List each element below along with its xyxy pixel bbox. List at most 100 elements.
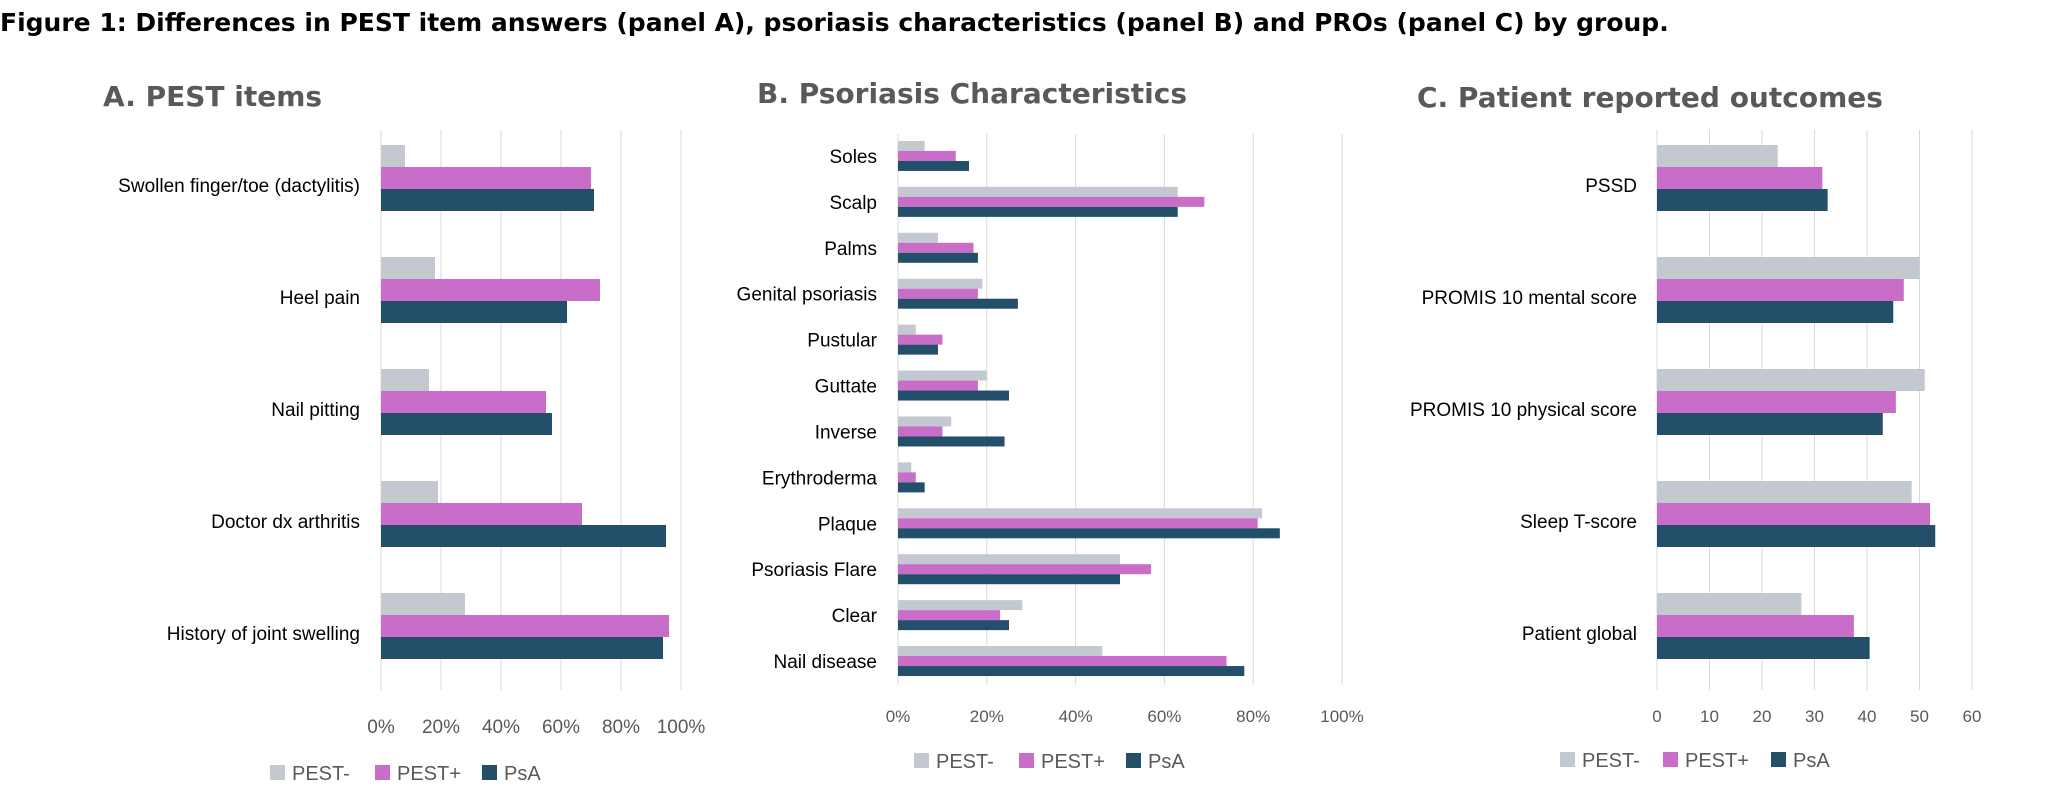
panel-a-bar-pestminus [381,481,438,503]
panel-b-bar-pestplus [898,380,978,391]
panel-b-bar-pestminus [898,600,1023,611]
panel-b-bar-psa [898,436,1005,447]
panel-a-tick-label: 60% [542,717,580,738]
panel-c-bar-pestplus [1657,279,1904,301]
panel-a-legend-swatch [482,765,497,780]
panel-b-bar-pestminus [898,508,1263,519]
panel-b-bar-psa [898,482,925,493]
panel-b-legend-label: PsA [1148,751,1185,773]
panel-c-legend-label: PEST+ [1685,750,1749,772]
panel-c-tick-label: 60 [1963,707,1982,726]
panel-a-legend-swatch [270,765,285,780]
panel-b-tick-label: 20% [970,707,1004,726]
panel-a-bar-psa [381,413,552,435]
panel-a-category-label: Doctor dx arthritis [211,512,360,533]
panel-b-tick-label: 60% [1147,707,1181,726]
panel-a-bar-psa [381,637,663,659]
panel-b-bar-pestminus [898,370,987,381]
panel-c-legend-label: PEST- [1582,750,1640,772]
panel-b-category-label: Psoriasis Flare [751,560,877,581]
panel-a-category-label: Nail pitting [271,400,360,421]
panel-b-category-label: Erythroderma [762,468,878,489]
panel-a-bar-pestminus [381,369,429,391]
panel-b-tick-label: 80% [1236,707,1270,726]
panel-a-bar-pestplus [381,503,582,525]
panel-b-bar-pestminus [898,416,952,427]
panel-b-bar-psa [898,160,970,171]
panel-b-legend-swatch [1126,753,1141,768]
figure-title: Figure 1: Differences in PEST item answe… [0,8,1669,37]
panel-a-tick-label: 40% [482,717,520,738]
panel-b-category-label: Genital psoriasis [737,285,877,306]
panel-b-group: B. Psoriasis Characteristics 0% 20% 40% 60% 8… [737,77,1364,773]
panel-b-bar-pestplus [898,150,956,161]
panel-b-bar-pestminus [898,646,1103,657]
panel-a-bar-pestplus [381,615,669,637]
panel-b-bar-pestminus [898,278,983,289]
panel-b-bar-psa [898,390,1009,401]
panel-c-tick-label: 20 [1753,707,1772,726]
panel-c-legend-swatch [1560,752,1575,767]
panel-c-title: C. Patient reported outcomes [1417,81,1883,114]
panel-c-legend-label: PsA [1793,750,1830,772]
panel-a-bar-pestminus [381,145,405,167]
panel-c-tick-label: 30 [1805,707,1824,726]
panel-b-bar-pestplus [898,288,978,299]
panel-b-bar-psa [898,574,1120,585]
panel-c-legend-swatch [1771,752,1786,767]
panel-a-group: A. PEST items 0% 20% 40% 60% 80% 100% Swollen f… [103,80,705,785]
panel-b-bar-psa [898,252,978,263]
panel-b-legend-swatch [1019,753,1034,768]
panel-b-bar-psa [898,298,1018,309]
panel-c-bar-pestplus [1657,167,1823,189]
panel-a-category-label: Swollen finger/toe (dactylitis) [118,176,360,197]
panel-b-bar-pestminus [898,140,925,151]
panel-b-category-label: Clear [832,606,878,627]
panel-b-title: B. Psoriasis Characteristics [757,77,1187,110]
panel-c-bar-pestminus [1657,369,1925,391]
panel-b-bar-pestminus [898,554,1120,565]
panel-c-bar-psa [1657,189,1828,211]
panel-a-bar-psa [381,525,666,547]
panel-c-bar-psa [1657,525,1936,547]
panel-b-bar-psa [898,206,1178,217]
panel-b-legend-label: PEST- [936,751,994,773]
panel-a-category-label: History of joint swelling [167,624,360,645]
panel-c-bar-pestminus [1657,257,1920,279]
panel-b-bar-pestplus [898,334,943,345]
panel-b-legend-swatch [914,753,929,768]
panel-b-bar-psa [898,344,938,355]
panel-b-bar-pestminus [898,462,912,473]
panel-a-legend-label: PsA [504,763,541,785]
panel-c-bar-pestplus [1657,503,1930,525]
panel-c-bar-pestminus [1657,593,1802,615]
panel-c-bar-psa [1657,413,1883,435]
panel-c-tick-label: 40 [1858,707,1877,726]
panel-b-bar-pestplus [898,472,916,483]
panel-c-category-label: PSSD [1585,176,1637,197]
panel-b-category-label: Soles [829,147,877,168]
panel-b-bar-pestplus [898,656,1227,667]
panel-b-bar-pestplus [898,242,974,253]
panel-c-category-label: PROMIS 10 physical score [1410,400,1637,421]
panel-b-bar-pestplus [898,610,1001,621]
panel-a-legend-swatch [375,765,390,780]
panel-b-bar-pestminus [898,324,916,335]
panel-a-legend-label: PEST+ [397,763,461,785]
panel-b-bar-pestplus [898,518,1258,529]
panel-a-legend-label: PEST- [292,763,350,785]
panel-b-category-label: Palms [824,239,877,260]
panel-a-tick-label: 0% [367,717,395,738]
panel-c-category-label: PROMIS 10 mental score [1422,288,1637,309]
panel-b-tick-label: 100% [1320,707,1363,726]
panel-c-bar-pestminus [1657,145,1778,167]
panel-a-bar-psa [381,189,594,211]
panel-b-legend-label: PEST+ [1041,751,1105,773]
panel-b-bar-psa [898,528,1280,539]
panel-c-group: C. Patient reported outcomes 0 10 20 30 40 50 6… [1410,81,1981,772]
panel-b-tick-label: 0% [886,707,911,726]
panel-a-bar-pestplus [381,167,591,189]
panel-a-bar-pestplus [381,391,546,413]
panel-c-bar-pestplus [1657,615,1854,637]
